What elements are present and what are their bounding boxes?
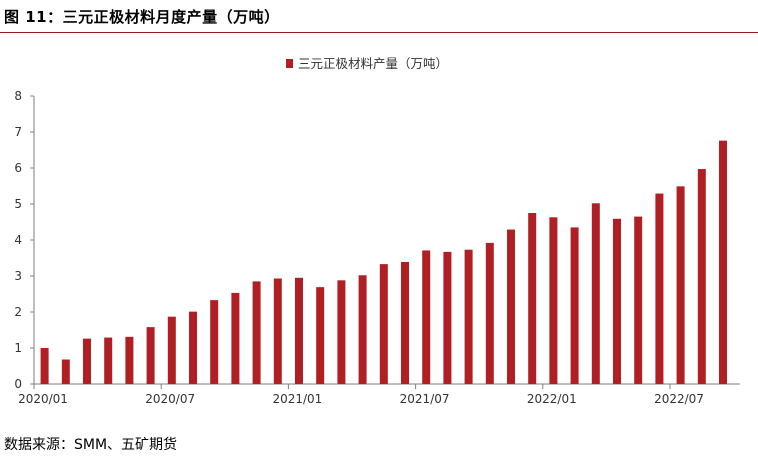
bar [697,169,706,384]
bar [83,338,91,384]
legend-label: 三元正极材料产量（万吨） [298,56,448,71]
bar [570,227,579,384]
y-tick-label: 7 [14,125,22,139]
bar [401,261,409,384]
bar-series [40,140,727,384]
bar [422,250,431,384]
bar [676,186,685,384]
data-source-note: 数据来源：SMM、五矿期货 [4,437,178,453]
x-tick-label: 2021/01 [272,392,322,406]
bar [464,249,473,384]
bar [189,311,197,384]
y-tick-label: 4 [14,233,22,247]
bar [613,218,621,384]
bar [125,336,134,384]
bar [146,327,155,384]
bar [634,216,643,384]
y-tick-label: 0 [14,377,22,391]
y-tick-label: 1 [14,341,22,355]
legend: 三元正极材料产量（万吨） [286,56,448,71]
bar [485,242,494,384]
y-tick-label: 3 [14,269,22,283]
x-tick-label: 2021/07 [400,392,450,406]
bar [379,264,388,384]
bar [316,287,325,384]
bar [655,193,664,384]
bar [210,300,219,384]
bar [443,251,452,384]
y-axis: 0 1 2 3 4 5 6 7 8 [14,89,35,391]
x-tick-label: 2020/01 [18,392,68,406]
bar [358,275,367,384]
figure-title: 图 11：三元正极材料月度产量（万吨） [4,8,280,26]
y-tick-label: 6 [14,161,22,175]
bar [167,316,176,384]
bar [337,280,346,384]
bar [252,281,261,384]
bar [295,277,303,384]
bar [40,348,49,384]
bar [719,140,727,384]
bar [549,217,558,384]
legend-swatch [286,59,293,68]
bar [273,278,282,384]
x-tick-label: 2022/07 [654,392,704,406]
bar [507,229,515,384]
bar [591,203,600,384]
y-tick-label: 8 [14,89,22,103]
bar [104,337,113,384]
bar [528,213,537,384]
y-tick-label: 2 [14,305,22,319]
title-divider [0,32,758,33]
y-tick-label: 5 [14,197,22,211]
bar [61,359,70,384]
x-tick-label: 2020/07 [145,392,195,406]
x-tick-label: 2022/01 [527,392,577,406]
bar [231,292,240,384]
x-axis: 2020/01 2020/07 2021/01 2021/07 2022/01 2022/… [18,383,740,406]
